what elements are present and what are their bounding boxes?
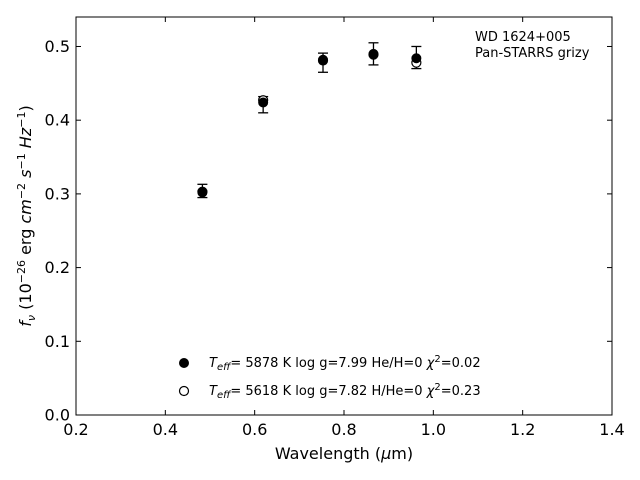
- y-tick-label: 0.1: [45, 332, 70, 351]
- ticks: 0.2 0.4 0.6 0.8 1.0 1.2 1.4 0.0 0.1 0.2 0.3 0.4 0.5: [45, 17, 625, 439]
- y-tick-label: 0.3: [45, 184, 70, 203]
- x-axis-label: Wavelength (μm): [275, 444, 413, 463]
- y-axis-label: fν (10−26 erg cm−2 s−1 Hz−1): [15, 105, 38, 326]
- survey-name: Pan-STARRS grizy: [475, 46, 590, 61]
- model-point-filled: [197, 187, 208, 198]
- y-tick-label: 0.5: [45, 37, 70, 56]
- legend-entry-1: Teff= 5878 K log g=7.99 He/H=0 χ2=0.02: [209, 354, 481, 373]
- legend-marker-open: [178, 385, 190, 397]
- x-tick-label: 1.2: [510, 420, 535, 439]
- model-point-filled: [258, 97, 269, 108]
- x-tick-label: 1.0: [421, 420, 446, 439]
- x-tick-label: 0.6: [242, 420, 267, 439]
- y-tick-label: 0.2: [45, 258, 70, 277]
- model-point-filled: [318, 54, 329, 65]
- data-points: [197, 42, 422, 199]
- model-point-filled: [368, 48, 379, 59]
- legend-entry-2: Teff= 5618 K log g=7.82 H/He=0 χ2=0.23: [209, 382, 481, 401]
- x-tick-label: 0.8: [331, 420, 356, 439]
- legend-marker-filled: [179, 358, 189, 368]
- x-tick-label: 0.2: [63, 420, 88, 439]
- x-tick-label: 1.4: [599, 420, 624, 439]
- y-tick-label: 0.4: [45, 111, 70, 130]
- y-tick-label: 0.0: [45, 406, 70, 425]
- x-tick-label: 0.4: [153, 420, 178, 439]
- legend: Teff= 5878 K log g=7.99 He/H=0 χ2=0.02 T…: [178, 354, 481, 401]
- object-name: WD 1624+005: [475, 30, 571, 45]
- model-point-filled: [411, 53, 422, 64]
